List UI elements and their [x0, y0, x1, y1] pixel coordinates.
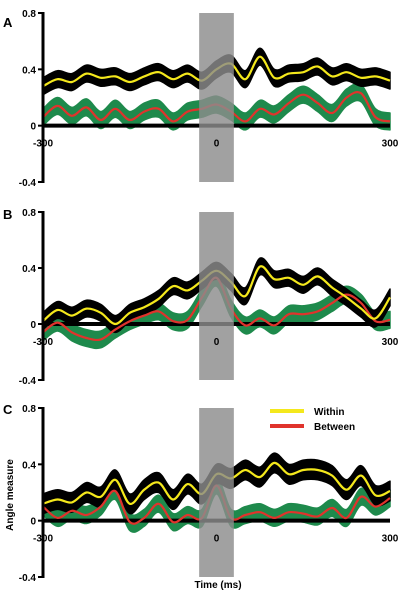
stimulus-window — [199, 13, 234, 182]
panel-label: C — [3, 402, 13, 417]
panel-b: B 0.8 0.4 0 -0.4 -300 0 300 — [3, 207, 399, 387]
x-tick-label: 0 — [214, 139, 220, 150]
legend-label-between: Between — [314, 422, 355, 433]
band-between — [42, 476, 391, 533]
panel-label: A — [3, 15, 13, 30]
y-tick-label: 0.8 — [22, 404, 36, 415]
x-tick-label: 0 — [214, 534, 220, 545]
x-axis-title: Time (ms) — [194, 580, 241, 591]
y-tick-label: 0 — [30, 320, 36, 331]
stimulus-window — [199, 408, 234, 577]
legend: Within Between — [270, 407, 355, 433]
y-tick-label: 0.8 — [22, 208, 36, 219]
x-tick-label: 300 — [382, 337, 399, 348]
y-tick-label: 0 — [30, 122, 36, 133]
legend-label-within: Within — [314, 407, 344, 418]
y-tick-label: -0.4 — [19, 376, 37, 387]
y-axis-title: Angle measure — [5, 459, 16, 531]
panel-label: B — [3, 207, 12, 222]
x-tick-label: -300 — [33, 337, 53, 348]
y-tick-label: 0.4 — [22, 460, 36, 471]
x-tick-label: 300 — [382, 139, 399, 150]
panel-a: A 0.8 0.4 0 -0.4 -300 0 300 — [3, 9, 399, 189]
x-tick-label: -300 — [33, 534, 53, 545]
y-tick-label: 0.4 — [22, 264, 36, 275]
y-tick-label: 0 — [30, 517, 36, 528]
y-tick-label: -0.4 — [19, 573, 37, 584]
y-tick-label: 0.8 — [22, 9, 36, 20]
y-tick-label: -0.4 — [19, 178, 37, 189]
x-tick-label: 0 — [214, 337, 220, 348]
y-tick-label: 0.4 — [22, 65, 36, 76]
x-tick-label: -300 — [33, 139, 53, 150]
x-tick-label: 300 — [382, 534, 399, 545]
stimulus-window — [199, 212, 234, 380]
panel-c: C 0.8 0.4 0 -0.4 -300 0 300 — [3, 402, 399, 584]
